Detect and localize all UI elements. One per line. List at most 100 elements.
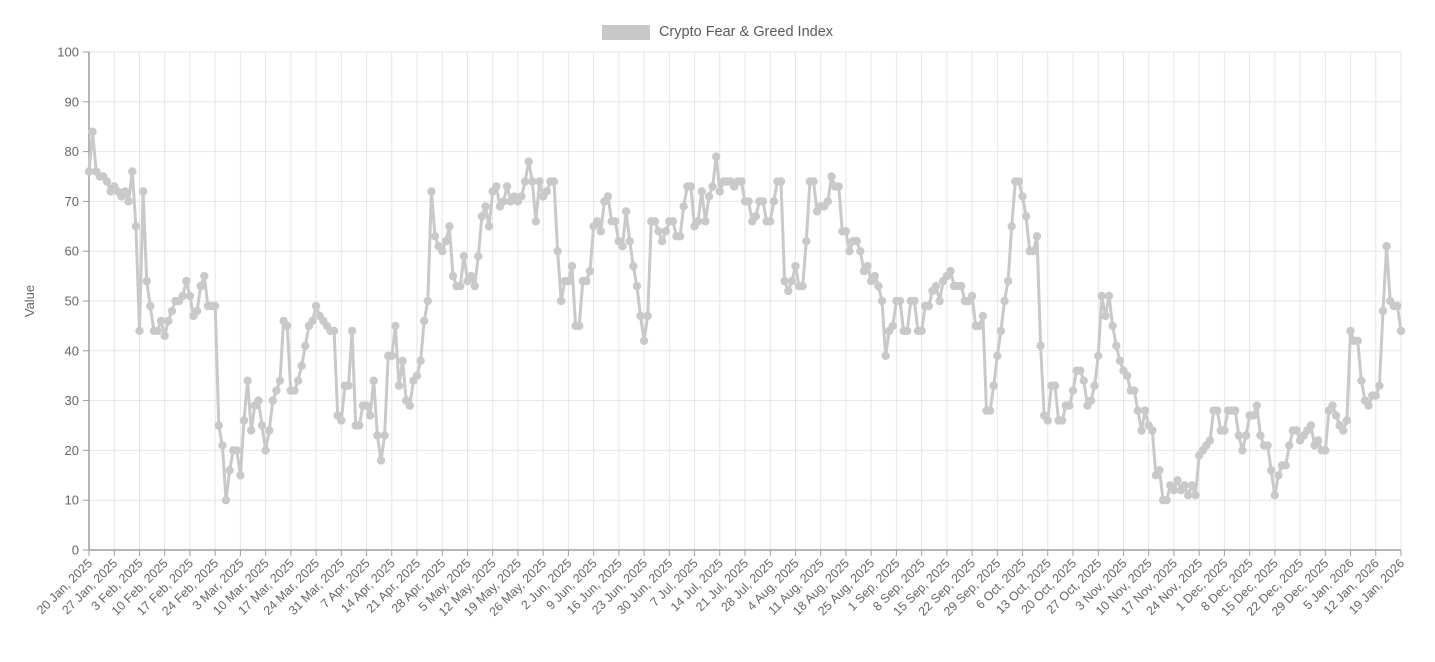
legend-swatch xyxy=(601,24,650,40)
data-point-marker xyxy=(1393,301,1402,311)
y-tick-label: 0 xyxy=(72,543,79,558)
data-point-marker xyxy=(1285,441,1294,450)
data-point-marker xyxy=(196,281,205,291)
data-point-marker xyxy=(369,376,378,385)
data-point-marker xyxy=(153,326,162,336)
series-crypto-fear-greed xyxy=(84,127,1406,505)
data-point-marker xyxy=(160,331,169,341)
data-point-marker xyxy=(827,172,836,181)
data-point-marker xyxy=(1331,411,1341,420)
data-point-marker xyxy=(283,321,292,331)
data-point-marker xyxy=(1364,401,1373,410)
data-point-marker xyxy=(531,217,541,226)
data-point-marker xyxy=(1014,177,1024,186)
data-point-marker xyxy=(445,222,454,231)
data-point-marker xyxy=(102,177,112,186)
data-point-marker xyxy=(427,187,436,196)
data-point-marker xyxy=(380,431,389,440)
data-point-marker xyxy=(120,187,130,196)
data-point-marker xyxy=(156,316,166,326)
data-point-marker xyxy=(261,446,270,455)
data-point-marker xyxy=(211,301,220,311)
data-point-marker xyxy=(456,281,465,291)
data-point-marker xyxy=(1029,247,1038,256)
axes xyxy=(83,51,1402,556)
data-point-marker xyxy=(567,261,577,271)
data-point-marker xyxy=(329,326,339,336)
data-point-marker xyxy=(337,416,346,425)
data-point-marker xyxy=(290,386,299,395)
data-point-marker xyxy=(975,321,984,331)
data-point-marker xyxy=(593,217,602,226)
data-point-marker xyxy=(347,326,357,336)
data-point-marker xyxy=(715,187,724,196)
data-point-marker xyxy=(520,177,530,186)
data-point-marker xyxy=(596,227,605,236)
data-point-marker xyxy=(398,356,407,365)
data-point-marker xyxy=(124,197,133,206)
data-point-marker xyxy=(232,446,241,455)
y-tick-label: 50 xyxy=(65,294,79,309)
legend: Crypto Fear & Greed Index xyxy=(0,24,1435,40)
data-point-marker xyxy=(146,301,155,311)
data-point-marker xyxy=(265,426,274,435)
data-point-marker xyxy=(582,276,591,286)
data-point-marker xyxy=(373,431,382,440)
data-point-marker xyxy=(257,421,267,430)
data-point-marker xyxy=(1357,376,1366,385)
data-point-marker xyxy=(632,281,642,291)
data-point-marker xyxy=(978,311,988,321)
data-point-marker xyxy=(881,351,890,360)
data-point-marker xyxy=(1267,466,1276,475)
data-point-marker xyxy=(1104,291,1114,301)
data-point-marker xyxy=(394,381,404,390)
data-point-marker xyxy=(1313,436,1323,445)
data-point-marker xyxy=(438,247,447,256)
data-point-marker xyxy=(492,182,501,191)
data-point-marker xyxy=(448,271,458,281)
data-point-marker xyxy=(679,202,688,211)
data-point-marker xyxy=(1371,391,1381,400)
y-tick-label: 10 xyxy=(65,493,79,508)
data-point-marker xyxy=(758,197,768,206)
data-point-marker xyxy=(474,252,483,261)
data-point-marker xyxy=(643,311,652,321)
data-point-marker xyxy=(355,421,364,430)
data-point-marker xyxy=(470,281,479,291)
data-point-marker xyxy=(708,182,717,191)
data-point-marker xyxy=(1043,416,1053,425)
data-point-marker xyxy=(1137,426,1146,435)
data-point-marker xyxy=(1094,351,1103,360)
data-point-marker xyxy=(459,252,469,261)
data-point-marker xyxy=(993,351,1002,360)
y-tick-label: 20 xyxy=(65,443,79,458)
data-point-marker xyxy=(809,177,818,186)
data-point-marker xyxy=(272,386,281,395)
data-point-marker xyxy=(639,336,649,345)
data-point-marker xyxy=(917,326,926,336)
y-tick-label: 100 xyxy=(57,45,79,60)
data-point-marker xyxy=(218,441,227,450)
legend-item-crypto-fear-greed[interactable]: Crypto Fear & Greed Index xyxy=(601,24,833,40)
data-point-marker xyxy=(178,291,187,301)
data-point-marker xyxy=(1169,486,1179,495)
data-point-marker xyxy=(1205,436,1215,445)
data-point-marker xyxy=(1241,431,1251,440)
data-point-marker xyxy=(895,296,905,306)
data-point-marker xyxy=(712,152,721,161)
y-tick-label: 80 xyxy=(65,144,79,159)
data-point-marker xyxy=(564,276,573,286)
data-point-marker xyxy=(675,232,685,241)
data-point-marker xyxy=(297,361,306,370)
data-point-marker xyxy=(924,301,933,311)
data-point-marker xyxy=(863,261,872,271)
data-point-marker xyxy=(877,296,887,306)
data-point-marker xyxy=(654,227,663,236)
data-point-marker xyxy=(387,351,396,360)
data-point-marker xyxy=(221,496,231,505)
data-point-marker xyxy=(618,242,627,251)
data-point-marker xyxy=(301,341,310,350)
data-point-marker xyxy=(405,401,414,410)
y-tick-label: 90 xyxy=(65,94,79,109)
